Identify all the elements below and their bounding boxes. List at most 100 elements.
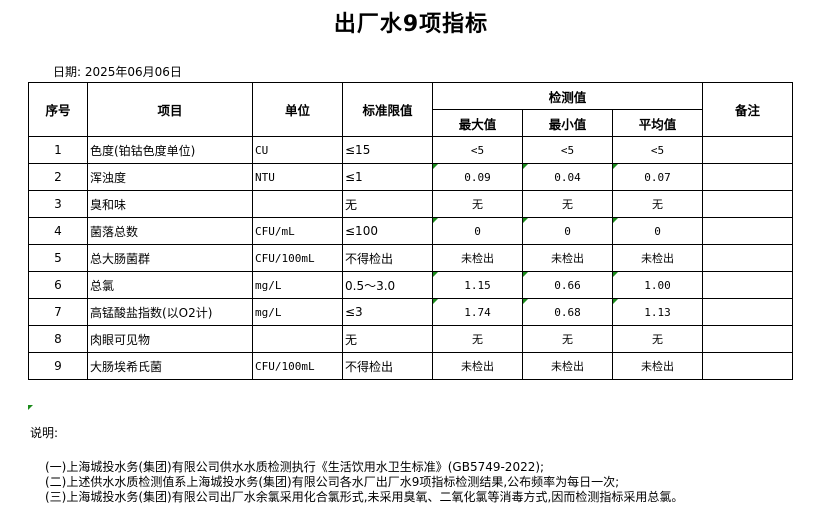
table-row: 4 菌落总数 CFU/mL ≤100 0 0 0 — [28, 217, 793, 245]
cell-max: 无 — [432, 190, 523, 218]
cell-no: 5 — [28, 244, 88, 272]
cell-no: 8 — [28, 325, 88, 353]
cell-max-text: 未检出 — [461, 360, 494, 373]
cell-avg-text: 无 — [652, 198, 663, 211]
cell-avg: 0 — [612, 217, 703, 245]
cell-flag-marker — [523, 164, 528, 169]
cell-max-text: 无 — [472, 198, 483, 211]
cell-limit-text: 无 — [345, 197, 358, 212]
cell-item-text: 肉眼可见物 — [90, 332, 151, 347]
header-max: 最大值 — [432, 109, 523, 137]
cell-max: 未检出 — [432, 352, 523, 380]
cell-min-text: 0.66 — [554, 278, 581, 292]
cell-limit: ≤3 — [342, 298, 433, 326]
cell-min-text: 0.04 — [554, 170, 581, 184]
cell-avg: 无 — [612, 325, 703, 353]
cell-no: 4 — [28, 217, 88, 245]
table-row: 1 色度(铂钴色度单位) CU ≤15 <5 <5 <5 — [28, 136, 793, 164]
table-row: 3 臭和味 无 无 无 无 — [28, 190, 793, 218]
cell-max-text: 0 — [474, 224, 481, 238]
cell-limit-text: ≤15 — [345, 143, 371, 157]
cell-avg: 无 — [612, 190, 703, 218]
cell-flag-marker — [523, 299, 528, 304]
cell-remark — [702, 325, 793, 353]
cell-avg-text: 1.00 — [644, 278, 671, 292]
note-item: (三)上海城投水务(集团)有限公司出厂水余氯采用化合氯形式,未采用臭氧、二氧化氯… — [45, 490, 684, 504]
cell-max-text: 1.15 — [464, 278, 491, 292]
cell-limit-text: ≤3 — [345, 305, 363, 319]
cell-avg: 未检出 — [612, 352, 703, 380]
cell-no: 1 — [28, 136, 88, 164]
cell-avg-text: 未检出 — [641, 360, 674, 373]
cell-unit-text: mg/L — [255, 305, 282, 319]
cell-limit: ≤15 — [342, 136, 433, 164]
cell-max-text: 0.09 — [464, 170, 491, 184]
cell-item: 总氯 — [87, 271, 253, 299]
cell-flag-marker — [433, 272, 438, 277]
cell-max-text: 未检出 — [461, 252, 494, 265]
cell-item-text: 大肠埃希氏菌 — [90, 359, 163, 374]
table-row: 8 肉眼可见物 无 无 无 无 — [28, 325, 793, 353]
cell-avg: 0.07 — [612, 163, 703, 191]
cell-item: 高锰酸盐指数(以O2计) — [87, 298, 253, 326]
cell-item: 浑浊度 — [87, 163, 253, 191]
water-quality-table: 序号 项目 单位 标准限值 检测值 备注 最大值 最小值 平均值 1 色度(铂钴色… — [28, 82, 793, 380]
page-title: 出厂水9项指标 — [333, 12, 489, 37]
cell-remark — [702, 190, 793, 218]
cell-remark — [702, 217, 793, 245]
cell-item-text: 总氯 — [90, 278, 115, 293]
cell-flag-marker — [523, 272, 528, 277]
cell-flag-marker — [433, 164, 438, 169]
cell-flag-marker — [28, 405, 33, 410]
table-row: 7 高锰酸盐指数(以O2计) mg/L ≤3 1.74 0.68 1.13 — [28, 298, 793, 326]
cell-max-text: 1.74 — [464, 305, 491, 319]
cell-no-text: 3 — [54, 197, 62, 211]
report-date: 日期: 2025年06月06日 — [53, 65, 182, 79]
cell-remark — [702, 352, 793, 380]
cell-unit: CU — [252, 136, 343, 164]
cell-min: <5 — [522, 136, 613, 164]
note-item: (一)上海城投水务(集团)有限公司供水水质检测执行《生活饮用水卫生标准》(GB5… — [45, 460, 545, 474]
cell-min-text: <5 — [560, 143, 575, 157]
cell-item-text: 臭和味 — [90, 197, 127, 212]
cell-unit: mg/L — [252, 298, 343, 326]
cell-limit: 0.5～3.0 — [342, 271, 433, 299]
header-item: 项目 — [87, 82, 253, 137]
cell-no-text: 5 — [54, 251, 62, 265]
cell-avg-text: 0 — [654, 224, 661, 238]
cell-min-text: 无 — [562, 333, 573, 346]
cell-remark — [702, 163, 793, 191]
cell-item-text: 总大肠菌群 — [90, 251, 151, 266]
cell-unit: CFU/100mL — [252, 352, 343, 380]
cell-unit-text: CFU/mL — [255, 224, 295, 238]
cell-remark — [702, 298, 793, 326]
cell-max: <5 — [432, 136, 523, 164]
header-remark: 备注 — [702, 82, 793, 137]
cell-item-text: 高锰酸盐指数(以O2计) — [90, 305, 213, 320]
header-measured: 检测值 — [432, 82, 703, 110]
cell-item: 大肠埃希氏菌 — [87, 352, 253, 380]
cell-limit-text: 不得检出 — [345, 359, 394, 374]
cell-no-text: 8 — [54, 332, 62, 346]
cell-limit: 不得检出 — [342, 352, 433, 380]
cell-unit-text: NTU — [255, 170, 275, 184]
cell-no-text: 4 — [54, 224, 62, 238]
cell-item-text: 浑浊度 — [90, 170, 127, 185]
cell-min-text: 未检出 — [551, 252, 584, 265]
cell-min: 无 — [522, 325, 613, 353]
cell-min: 0.66 — [522, 271, 613, 299]
cell-min: 无 — [522, 190, 613, 218]
cell-max: 1.15 — [432, 271, 523, 299]
cell-flag-marker — [433, 299, 438, 304]
cell-item: 肉眼可见物 — [87, 325, 253, 353]
table-row: 5 总大肠菌群 CFU/100mL 不得检出 未检出 未检出 未检出 — [28, 244, 793, 272]
cell-max: 无 — [432, 325, 523, 353]
cell-limit: 无 — [342, 190, 433, 218]
cell-avg-text: 1.13 — [644, 305, 671, 319]
cell-item: 菌落总数 — [87, 217, 253, 245]
cell-unit-text: mg/L — [255, 278, 282, 292]
cell-no: 7 — [28, 298, 88, 326]
header-avg: 平均值 — [612, 109, 703, 137]
cell-limit: 不得检出 — [342, 244, 433, 272]
cell-min: 未检出 — [522, 352, 613, 380]
